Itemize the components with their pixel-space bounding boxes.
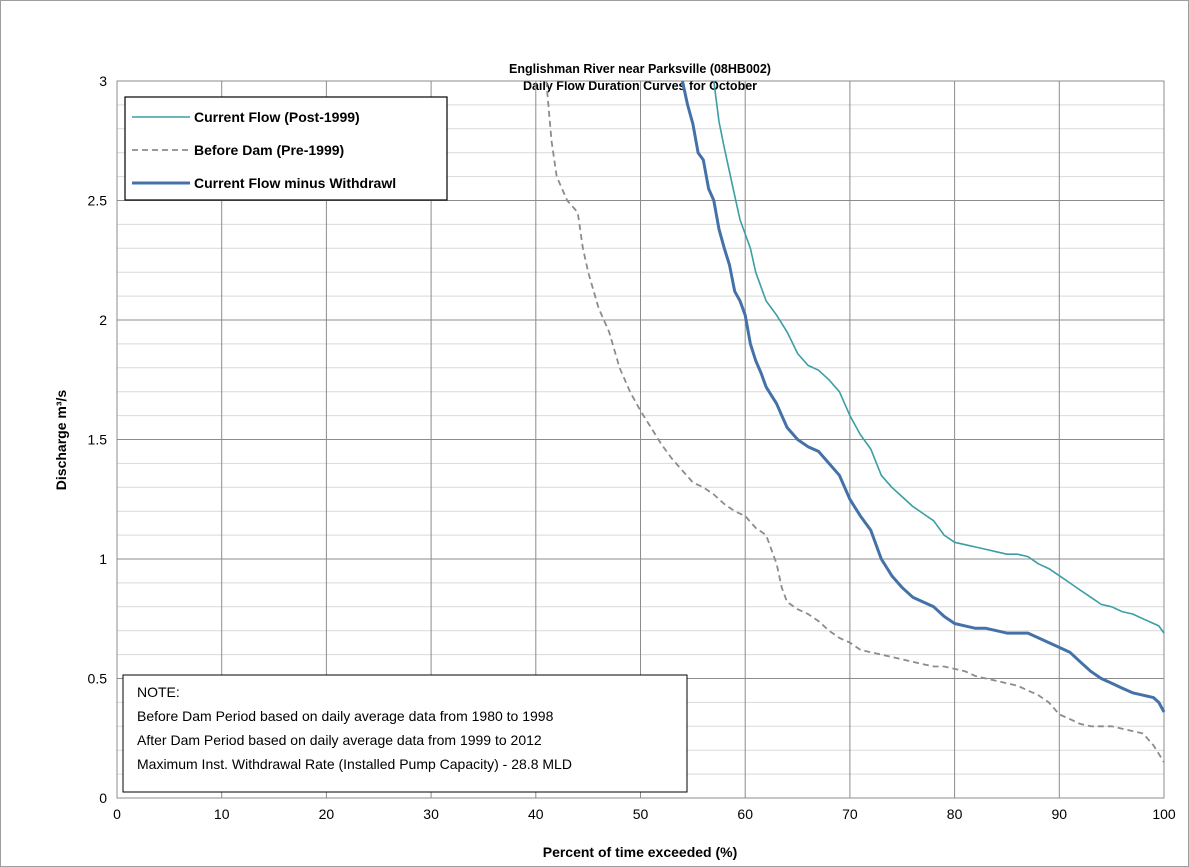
note-heading: NOTE: bbox=[137, 684, 180, 700]
y-tick-label: 0 bbox=[99, 790, 107, 806]
y-tick-label: 2 bbox=[99, 312, 107, 328]
x-axis-tick-labels: 0 10 20 30 40 50 60 70 80 90 100 bbox=[113, 806, 1176, 822]
y-tick-label: 1.5 bbox=[88, 432, 108, 448]
x-tick-label: 10 bbox=[214, 806, 230, 822]
legend: Current Flow (Post-1999) Before Dam (Pre… bbox=[124, 96, 448, 201]
plot-area bbox=[116, 80, 1165, 799]
x-tick-label: 80 bbox=[947, 806, 963, 822]
note-line-after-dam: After Dam Period based on daily average … bbox=[137, 732, 542, 748]
x-axis-label: Percent of time exceeded (%) bbox=[543, 844, 738, 860]
note-line-withdrawal: Maximum Inst. Withdrawal Rate (Installed… bbox=[137, 756, 572, 772]
y-axis-tick-labels: 0 0.5 1 1.5 2 2.5 3 bbox=[88, 73, 108, 806]
y-tick-label: 3 bbox=[99, 73, 107, 89]
legend-label-before-dam: Before Dam (Pre-1999) bbox=[194, 142, 344, 158]
chart-title: Englishman River near Parksville (08HB00… bbox=[509, 62, 771, 76]
y-tick-label: 2.5 bbox=[88, 193, 108, 209]
x-tick-label: 30 bbox=[423, 806, 439, 822]
x-tick-label: 0 bbox=[113, 806, 121, 822]
x-tick-label: 60 bbox=[737, 806, 753, 822]
series-minus-withdrawl-line bbox=[680, 80, 1166, 713]
note-box: NOTE: Before Dam Period based on daily a… bbox=[122, 674, 688, 793]
y-axis-label: Discharge m³/s bbox=[53, 390, 69, 491]
series-layer bbox=[545, 80, 1166, 763]
x-tick-label: 20 bbox=[319, 806, 335, 822]
note-frame bbox=[122, 674, 688, 793]
y-tick-label: 0.5 bbox=[88, 671, 108, 687]
x-tick-label: 50 bbox=[633, 806, 649, 822]
x-tick-label: 90 bbox=[1052, 806, 1068, 822]
x-tick-label: 40 bbox=[528, 806, 544, 822]
series-before-dam-line bbox=[545, 80, 1165, 763]
y-tick-label: 1 bbox=[99, 551, 107, 567]
legend-label-minus-withdrawl: Current Flow minus Withdrawl bbox=[194, 175, 396, 191]
x-tick-label: 100 bbox=[1152, 806, 1176, 822]
note-line-before-dam: Before Dam Period based on daily average… bbox=[137, 708, 554, 724]
legend-label-current-flow: Current Flow (Post-1999) bbox=[194, 109, 360, 125]
series-current-flow-line bbox=[713, 80, 1165, 634]
x-tick-label: 70 bbox=[842, 806, 858, 822]
